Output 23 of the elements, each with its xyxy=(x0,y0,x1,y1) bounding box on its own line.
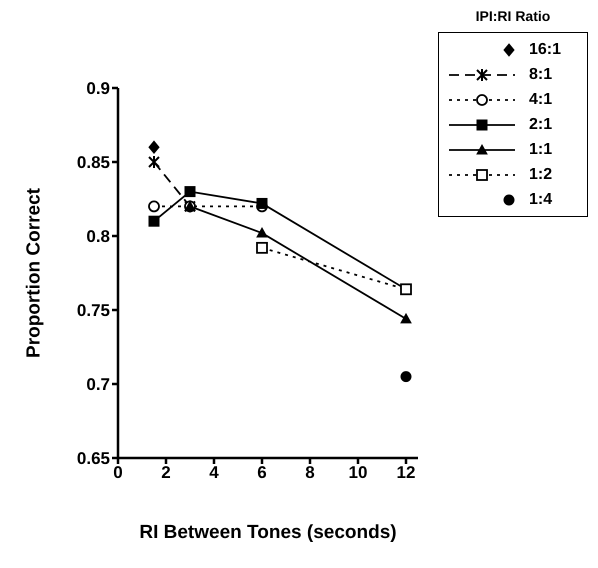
x-tick-label: 2 xyxy=(161,463,171,482)
legend-label: 2:1 xyxy=(529,116,552,134)
y-tick-label: 0.8 xyxy=(86,227,110,246)
legend-label: 4:1 xyxy=(529,90,552,108)
x-tick-label: 12 xyxy=(396,463,416,482)
legend-title: IPI:RI Ratio xyxy=(474,8,552,24)
legend-label: 1:1 xyxy=(529,140,552,158)
legend-label: 16:1 xyxy=(529,40,562,58)
y-tick-label: 0.9 xyxy=(86,79,110,98)
y-tick-label: 0.65 xyxy=(76,449,110,468)
x-tick-label: 4 xyxy=(209,463,220,482)
x-tick-label: 8 xyxy=(305,463,315,482)
x-tick-label: 6 xyxy=(257,463,267,482)
legend-label: 1:4 xyxy=(529,190,552,208)
legend-label: 8:1 xyxy=(529,66,552,84)
x-axis-title: RI Between Tones (seconds) xyxy=(139,522,397,543)
legend-label: 1:2 xyxy=(529,166,552,184)
y-tick-label: 0.85 xyxy=(76,153,110,172)
x-tick-label: 10 xyxy=(348,463,368,482)
y-tick-label: 0.7 xyxy=(86,375,110,394)
y-tick-label: 0.75 xyxy=(76,301,110,320)
x-tick-label: 0 xyxy=(113,463,123,482)
y-axis-title: Proportion Correct xyxy=(24,187,45,358)
